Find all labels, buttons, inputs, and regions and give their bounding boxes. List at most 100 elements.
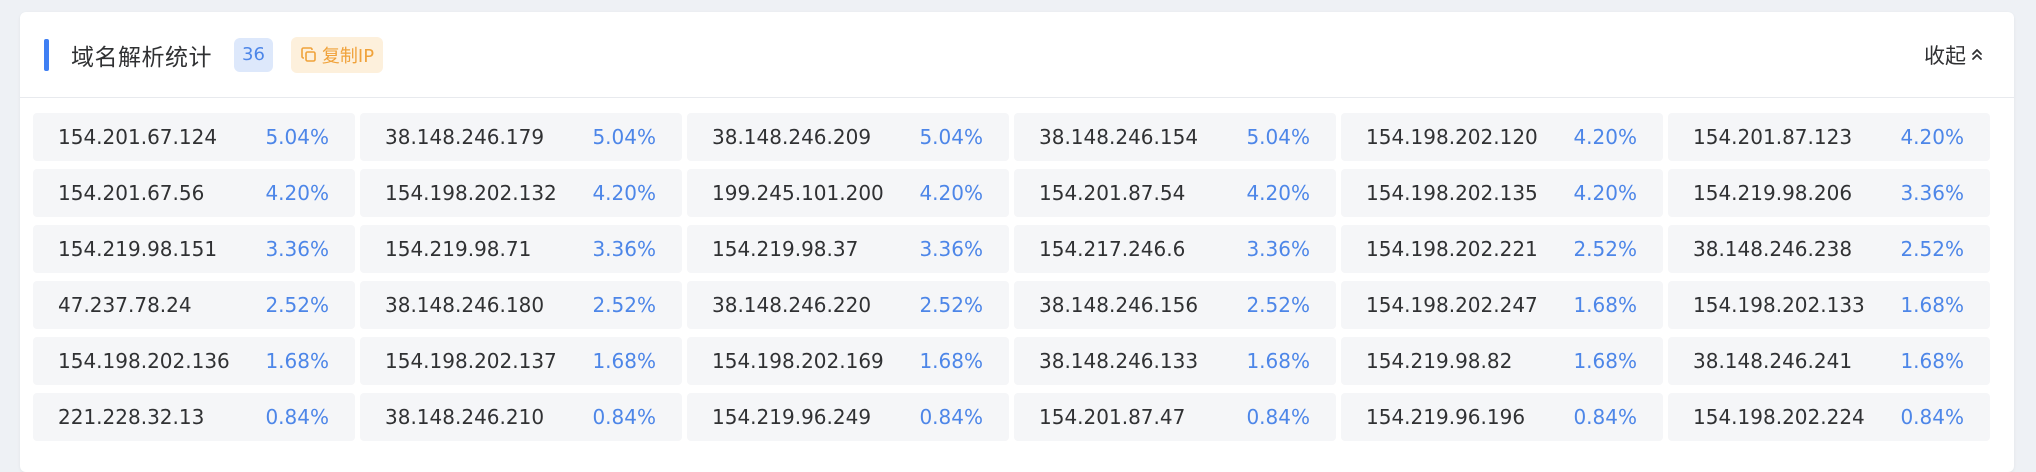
copy-ip-label: 复制IP — [321, 45, 375, 67]
ip-percentage: 4.20% — [265, 181, 329, 205]
ip-address: 38.148.246.209 — [712, 125, 872, 149]
ip-percentage: 1.68% — [1573, 293, 1637, 317]
ip-stat-cell: 221.228.32.13 0.84% — [33, 393, 355, 441]
ip-stats-grid: 154.201.67.124 5.04% 38.148.246.179 5.04% 38… — [33, 113, 1990, 441]
ip-address: 154.198.202.132 — [385, 181, 557, 205]
ip-stat-cell: 154.219.98.151 3.36% — [33, 225, 355, 273]
card-title: 域名解析统计 — [71, 44, 212, 71]
ip-stat-cell: 154.198.202.247 1.68% — [1341, 281, 1663, 329]
ip-address: 154.219.96.249 — [712, 405, 872, 429]
ip-stat-cell: 38.148.246.179 5.04% — [360, 113, 682, 161]
ip-percentage: 1.68% — [265, 349, 329, 373]
double-chevron-up-icon — [1970, 43, 1984, 67]
ip-stat-cell: 154.219.98.37 3.36% — [687, 225, 1009, 273]
ip-percentage: 4.20% — [592, 181, 656, 205]
ip-stat-cell: 154.198.202.120 4.20% — [1341, 113, 1663, 161]
ip-stat-cell: 154.198.202.136 1.68% — [33, 337, 355, 385]
ip-address: 154.219.98.206 — [1693, 181, 1853, 205]
ip-address: 221.228.32.13 — [58, 405, 205, 429]
ip-percentage: 0.84% — [1900, 405, 1964, 429]
copy-icon — [300, 46, 318, 64]
ip-percentage: 5.04% — [1246, 125, 1310, 149]
ip-stat-cell: 154.219.96.196 0.84% — [1341, 393, 1663, 441]
ip-percentage: 4.20% — [919, 181, 983, 205]
ip-address: 38.148.246.220 — [712, 293, 872, 317]
ip-stat-cell: 154.201.67.56 4.20% — [33, 169, 355, 217]
ip-stat-cell: 154.219.98.82 1.68% — [1341, 337, 1663, 385]
ip-stat-cell: 154.198.202.132 4.20% — [360, 169, 682, 217]
ip-address: 38.148.246.238 — [1693, 237, 1853, 261]
dns-stats-card: 域名解析统计 36 复制IP 收起 154.201.67.124 5.04% 38.… — [20, 12, 2014, 472]
ip-address: 154.201.67.56 — [58, 181, 205, 205]
ip-stat-cell: 199.245.101.200 4.20% — [687, 169, 1009, 217]
ip-address: 154.198.202.135 — [1366, 181, 1538, 205]
ip-stat-cell: 154.201.67.124 5.04% — [33, 113, 355, 161]
ip-address: 154.219.98.82 — [1366, 349, 1513, 373]
ip-percentage: 4.20% — [1573, 125, 1637, 149]
ip-percentage: 3.36% — [265, 237, 329, 261]
ip-address: 154.201.87.47 — [1039, 405, 1186, 429]
ip-stat-cell: 154.198.202.135 4.20% — [1341, 169, 1663, 217]
card-header: 域名解析统计 36 复制IP 收起 — [20, 12, 2014, 98]
ip-address: 154.219.96.196 — [1366, 405, 1526, 429]
ip-stat-cell: 38.148.246.209 5.04% — [687, 113, 1009, 161]
ip-percentage: 0.84% — [1246, 405, 1310, 429]
ip-percentage: 4.20% — [1573, 181, 1637, 205]
ip-stat-cell: 154.198.202.137 1.68% — [360, 337, 682, 385]
ip-stat-cell: 38.148.246.241 1.68% — [1668, 337, 1990, 385]
ip-percentage: 2.52% — [1246, 293, 1310, 317]
ip-percentage: 3.36% — [919, 237, 983, 261]
ip-stat-cell: 154.198.202.221 2.52% — [1341, 225, 1663, 273]
ip-address: 154.198.202.133 — [1693, 293, 1865, 317]
ip-address: 38.148.246.179 — [385, 125, 545, 149]
count-badge: 36 — [234, 37, 273, 72]
ip-stat-cell: 154.201.87.123 4.20% — [1668, 113, 1990, 161]
ip-address: 154.198.202.247 — [1366, 293, 1538, 317]
ip-percentage: 4.20% — [1246, 181, 1310, 205]
ip-address: 38.148.246.241 — [1693, 349, 1853, 373]
ip-percentage: 3.36% — [1900, 181, 1964, 205]
ip-address: 154.201.87.123 — [1693, 125, 1853, 149]
ip-percentage: 1.68% — [1246, 349, 1310, 373]
ip-stat-cell: 154.217.246.6 3.36% — [1014, 225, 1336, 273]
ip-percentage: 0.84% — [1573, 405, 1637, 429]
ip-address: 154.201.87.54 — [1039, 181, 1186, 205]
ip-percentage: 5.04% — [265, 125, 329, 149]
ip-percentage: 5.04% — [919, 125, 983, 149]
ip-percentage: 5.04% — [592, 125, 656, 149]
ip-stat-cell: 154.219.98.206 3.36% — [1668, 169, 1990, 217]
ip-address: 154.198.202.221 — [1366, 237, 1538, 261]
ip-percentage: 4.20% — [1900, 125, 1964, 149]
ip-address: 154.198.202.137 — [385, 349, 557, 373]
ip-address: 154.198.202.120 — [1366, 125, 1538, 149]
copy-ip-button[interactable]: 复制IP — [290, 36, 384, 73]
ip-address: 38.148.246.156 — [1039, 293, 1199, 317]
ip-stat-cell: 154.219.98.71 3.36% — [360, 225, 682, 273]
ip-stat-cell: 38.148.246.133 1.68% — [1014, 337, 1336, 385]
ip-address: 154.198.202.169 — [712, 349, 884, 373]
ip-stat-cell: 38.148.246.238 2.52% — [1668, 225, 1990, 273]
ip-stat-cell: 154.219.96.249 0.84% — [687, 393, 1009, 441]
ip-address: 38.148.246.180 — [385, 293, 545, 317]
ip-stat-cell: 154.198.202.133 1.68% — [1668, 281, 1990, 329]
ip-percentage: 3.36% — [1246, 237, 1310, 261]
ip-stat-cell: 38.148.246.210 0.84% — [360, 393, 682, 441]
ip-stat-cell: 47.237.78.24 2.52% — [33, 281, 355, 329]
ip-address: 47.237.78.24 — [58, 293, 192, 317]
ip-percentage: 1.68% — [1900, 349, 1964, 373]
ip-address: 38.148.246.210 — [385, 405, 545, 429]
ip-address: 154.219.98.37 — [712, 237, 859, 261]
ip-percentage: 2.52% — [1900, 237, 1964, 261]
collapse-button[interactable]: 收起 — [1924, 40, 1984, 70]
title-accent-bar — [44, 38, 49, 71]
ip-stat-cell: 154.201.87.47 0.84% — [1014, 393, 1336, 441]
ip-address: 154.201.67.124 — [58, 125, 218, 149]
ip-stat-cell: 154.201.87.54 4.20% — [1014, 169, 1336, 217]
ip-address: 38.148.246.154 — [1039, 125, 1199, 149]
ip-address: 154.219.98.71 — [385, 237, 532, 261]
ip-percentage: 3.36% — [592, 237, 656, 261]
ip-percentage: 0.84% — [265, 405, 329, 429]
ip-percentage: 1.68% — [919, 349, 983, 373]
ip-address: 154.198.202.136 — [58, 349, 230, 373]
ip-percentage: 0.84% — [919, 405, 983, 429]
